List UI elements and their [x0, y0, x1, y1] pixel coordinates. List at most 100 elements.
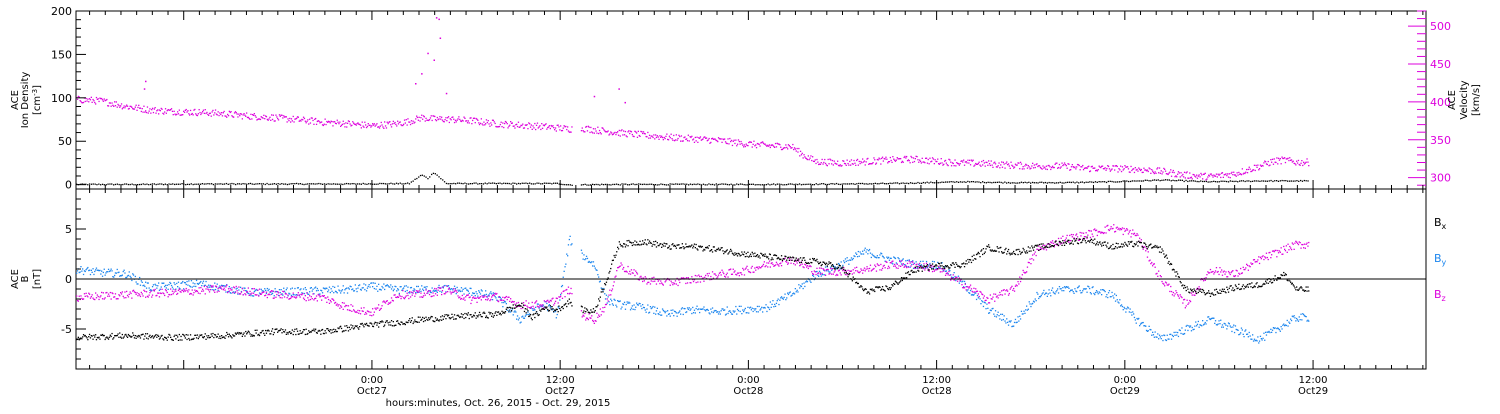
velocity-series-point: [837, 164, 840, 167]
by-series-point: [1112, 295, 1114, 297]
by-series-point: [538, 307, 540, 309]
velocity-series-point: [725, 142, 727, 144]
velocity-series-point: [707, 139, 709, 141]
bz-series-point: [741, 273, 743, 276]
velocity-series-point: [969, 164, 972, 166]
bz-series-point: [188, 289, 190, 291]
bz-series-point: [967, 286, 969, 288]
by-series-point: [644, 309, 646, 311]
by-series-point: [786, 297, 788, 299]
bz-series-point: [618, 266, 620, 268]
by-series-point: [345, 288, 347, 290]
by-series-point: [905, 260, 907, 262]
velocity-series-point: [510, 122, 513, 124]
density-series-point: [723, 183, 725, 185]
density-series-point: [299, 183, 301, 185]
by-series-point: [774, 303, 776, 306]
density-series-point: [1046, 182, 1048, 184]
density-series-point: [222, 183, 224, 185]
bz-series-point: [947, 274, 949, 276]
velocity-series-point: [428, 119, 430, 122]
velocity-series-point: [156, 110, 158, 112]
density-series-point: [682, 183, 684, 185]
velocity-series-point: [93, 100, 95, 102]
bz-series-point: [1227, 276, 1229, 278]
by-series-point: [554, 310, 557, 313]
bz-series-point: [126, 290, 128, 293]
density-series-point: [127, 183, 130, 186]
by-series-point: [313, 293, 315, 295]
velocity-series-point: [364, 121, 366, 123]
density-series-point: [436, 174, 438, 176]
density-series-point: [715, 183, 717, 185]
bz-series-point: [1204, 279, 1206, 281]
velocity-series-point: [882, 160, 884, 162]
velocity-series-point: [1248, 166, 1250, 168]
by-series-point: [598, 281, 601, 283]
bz-series-point: [107, 293, 110, 295]
by-series-point: [210, 286, 212, 288]
by-series-point: [1026, 305, 1028, 307]
density-series-point: [451, 183, 453, 185]
bz-series-point: [1273, 251, 1275, 253]
bz-series-point: [139, 294, 141, 296]
bz-series-point: [403, 297, 405, 299]
bz-series-point: [252, 292, 255, 294]
bz-series-point: [1259, 256, 1262, 258]
velocity-series-point: [151, 109, 153, 111]
by-series-point: [806, 280, 808, 282]
by-series-point: [500, 298, 502, 300]
bz-series-point: [1240, 267, 1242, 270]
bz-series-point: [673, 282, 675, 284]
by-series-point: [183, 281, 186, 284]
bz-series-point: [118, 294, 120, 296]
velocity-series-point: [1060, 166, 1062, 168]
by-series-point: [571, 243, 573, 245]
velocity-series-point: [1173, 171, 1175, 174]
velocity-series-point: [1063, 164, 1065, 166]
bz-series-point: [1002, 289, 1004, 291]
velocity-series-point: [644, 133, 646, 135]
bz-series-point: [396, 296, 398, 299]
velocity-series-point: [259, 118, 262, 121]
by-series-point: [540, 306, 542, 308]
by-series-point: [546, 302, 548, 305]
by-series-point: [806, 281, 809, 283]
density-series-point: [257, 183, 259, 185]
by-series-point: [213, 289, 215, 291]
velocity-series-point: [494, 122, 496, 125]
velocity-series-point: [821, 158, 823, 161]
density-series-point: [251, 183, 253, 185]
by-series-point: [515, 311, 517, 313]
by-series-point: [1038, 296, 1041, 298]
velocity-series-point: [222, 112, 224, 114]
bz-series-point: [799, 265, 801, 267]
velocity-series-point: [428, 119, 431, 121]
by-series-point: [1193, 328, 1195, 330]
density-series-point: [336, 183, 338, 185]
velocity-series-point: [675, 134, 677, 136]
by-series-point: [752, 310, 754, 313]
density-series-point: [231, 182, 233, 185]
bz-series-point: [692, 280, 695, 283]
velocity-series-point: [1058, 163, 1061, 166]
by-series-point: [480, 289, 482, 291]
by-series-point: [1186, 324, 1188, 327]
bz-series-point: [1250, 262, 1252, 264]
by-series-point: [439, 290, 441, 292]
velocity-series-point: [135, 104, 137, 106]
velocity-series-point: [183, 110, 185, 112]
velocity-series-point: [1293, 162, 1295, 164]
density-series-point: [1261, 180, 1263, 182]
bz-series-point: [195, 290, 198, 292]
bz-series-point: [897, 267, 899, 269]
by-series-point: [159, 288, 161, 290]
velocity-series-point: [930, 161, 932, 163]
by-series-point: [485, 293, 488, 296]
bz-series-point: [806, 265, 809, 267]
by-series-point: [1187, 329, 1189, 332]
velocity-series-point: [735, 139, 737, 141]
bz-series-point: [1136, 233, 1138, 235]
density-series-point: [841, 183, 843, 185]
velocity-series-point: [1107, 165, 1109, 167]
